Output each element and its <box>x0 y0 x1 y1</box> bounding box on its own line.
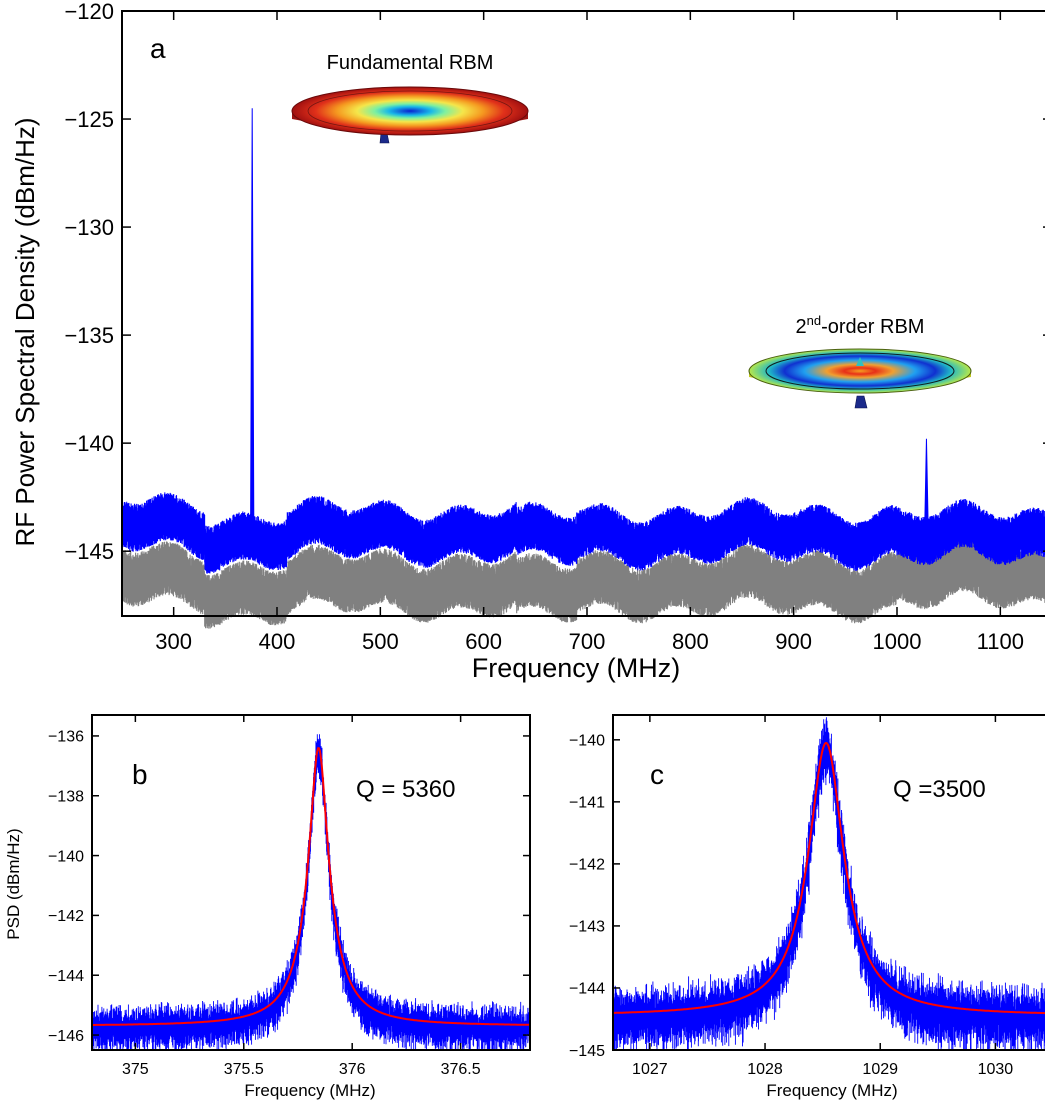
panel-b-y-tick-label: −142 <box>48 908 84 925</box>
panel-b-y-tick-label: −144 <box>48 968 84 985</box>
panel-a-x-tick-label: 300 <box>155 629 192 654</box>
noise-floor-segment <box>516 553 578 623</box>
panel-c-x-tick-label: 1029 <box>862 1061 898 1078</box>
signal-segment <box>896 499 1045 565</box>
panel-a-y-tick-label: −125 <box>64 107 114 132</box>
panel-b-y-axis-label: PSD (dBm/Hz) <box>4 828 23 939</box>
panel-c-y-tick-label: −144 <box>569 981 605 998</box>
signal-trace <box>121 492 1045 574</box>
panel-c-label: c <box>650 759 664 790</box>
panel-b-y-tick-label: −136 <box>48 729 84 746</box>
noise-floor-trace <box>121 537 1045 629</box>
panel-b-x-ticks: 375 375.5 376 376.5 <box>122 715 481 1078</box>
second-order-rbm-mode-shape-icon <box>748 348 972 409</box>
panel-a-x-tick-label: 800 <box>672 629 709 654</box>
panel-b-y-ticks: −136 −138 −140 −142 −144 −146 <box>48 729 530 1045</box>
panel-c-axes-frame <box>612 714 1045 1051</box>
panel-c-lorentzian-fit <box>613 742 1045 1015</box>
noise-floor-segment <box>896 537 1045 610</box>
panel-b-x-axis-label: Frequency (MHz) <box>244 1081 375 1100</box>
panel-a-x-tick-label: 600 <box>465 629 502 654</box>
panel-b-label: b <box>132 759 148 790</box>
panel-a-y-tick-label: −145 <box>64 539 114 564</box>
panel-c-y-tick-label: −141 <box>569 795 605 812</box>
resonance-peaks <box>250 108 929 522</box>
panel-c-x-tick-label: 1030 <box>978 1061 1014 1078</box>
panel-a-spectrum: 300 400 500 600 700 800 900 1000 1100 −120−125−1… <box>10 0 1045 683</box>
panel-b-fundamental-zoom: 375 375.5 376 376.5 −136 −138 −140 −142 −144 −14… <box>4 714 531 1100</box>
fundamental-rbm-mode-shape-icon <box>291 86 529 144</box>
noise-floor-segment <box>576 544 898 624</box>
panel-c-x-tick-label: 1027 <box>632 1061 668 1078</box>
panel-a-x-tick-label: 1100 <box>977 629 1024 654</box>
panel-c-x-ticks: 1027 1028 1029 1030 <box>632 715 1013 1078</box>
fundamental-rbm-label: Fundamental RBM <box>327 52 494 74</box>
panel-a-x-tick-label: 400 <box>259 629 296 654</box>
panel-b-y-tick-label: −146 <box>48 1028 84 1045</box>
panel-b-x-tick-label: 376.5 <box>441 1061 481 1078</box>
panel-a-x-tick-label: 900 <box>775 629 812 654</box>
resonance-peak <box>250 108 255 522</box>
panel-c-x-axis-label: Frequency (MHz) <box>766 1081 897 1100</box>
panel-a-x-axis-label: Frequency (MHz) <box>472 653 681 683</box>
signal-segment <box>576 497 898 571</box>
second-order-rbm-label: 2nd-order RBM <box>796 313 925 338</box>
panel-a-y-tick-label: −120 <box>64 0 114 24</box>
panel-c-measured-trace <box>612 717 1045 1050</box>
panel-c-q-value: Q =3500 <box>893 776 986 803</box>
noise-floor-segment <box>286 544 518 623</box>
panel-b-fit-line <box>92 746 530 1026</box>
panel-b-x-tick-label: 375 <box>122 1061 149 1078</box>
panel-c-x-tick-label: 1028 <box>747 1061 783 1078</box>
panel-b-y-tick-label: −140 <box>48 848 84 865</box>
panel-b-axes-frame <box>91 714 531 1051</box>
panel-a-y-tick-label: −135 <box>64 323 114 348</box>
noise-floor-segment <box>204 560 288 629</box>
panel-a-y-ticks: −120 −125 −130 −135 −140 −145 <box>64 0 1045 564</box>
signal-segment <box>286 496 518 568</box>
panel-a-x-ticks: 300 400 500 600 700 800 900 1000 1100 <box>155 11 1024 654</box>
resonance-peak <box>924 438 929 522</box>
panel-b-measured-trace <box>91 734 531 1050</box>
panel-c-fit-line <box>613 742 1045 1015</box>
panel-a-y-tick-label: −140 <box>64 431 114 456</box>
panel-c-y-ticks: −140 −141 −142 −143 −144 −145 <box>569 733 620 1060</box>
signal-segment <box>516 501 578 566</box>
panel-b-x-tick-label: 376 <box>339 1061 366 1078</box>
panel-b-x-tick-label: 375.5 <box>224 1061 264 1078</box>
panel-c-y-tick-label: −143 <box>569 919 605 936</box>
panel-b-y-tick-label: −138 <box>48 789 84 806</box>
panel-a-label: a <box>150 33 166 64</box>
panel-c-y-tick-label: −145 <box>569 1043 605 1060</box>
panel-b-measured-line <box>91 734 531 1050</box>
panel-c-y-tick-label: −142 <box>569 857 605 874</box>
panel-c-y-tick-label: −140 <box>569 733 605 750</box>
panel-b-q-value: Q = 5360 <box>356 776 455 803</box>
signal-segment <box>204 511 288 574</box>
panel-c-measured-line <box>612 717 1045 1050</box>
panel-a-x-tick-label: 700 <box>569 629 606 654</box>
panel-a-x-tick-label: 500 <box>362 629 399 654</box>
panel-a-y-tick-label: −130 <box>64 215 114 240</box>
panel-a-x-tick-label: 1000 <box>873 629 922 654</box>
panel-c-second-order-zoom: 1027 1028 1029 1030 −140−141−142−143−144−14… <box>569 714 1045 1100</box>
panel-b-lorentzian-fit <box>92 746 530 1026</box>
panel-a-y-axis-label: RF Power Spectral Density (dBm/Hz) <box>10 117 40 546</box>
